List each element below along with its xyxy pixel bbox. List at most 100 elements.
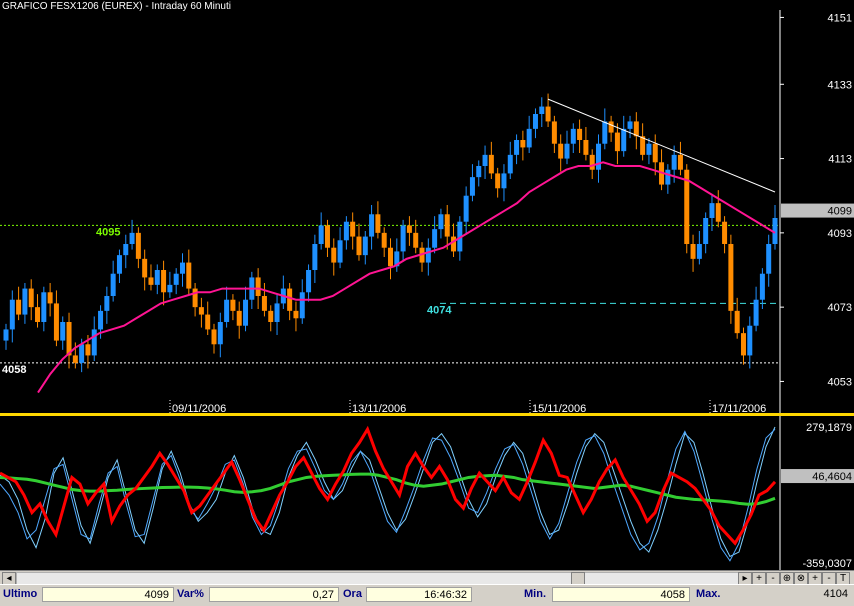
- candle-body: [217, 322, 223, 345]
- candle-body: [596, 143, 602, 170]
- candle-body: [287, 288, 293, 311]
- candle-body: [766, 244, 772, 274]
- var-label: Var%: [177, 588, 204, 600]
- candle-body: [570, 128, 576, 144]
- osc-tick-label: -359,0307: [802, 558, 852, 570]
- chart-title: GRAFICO FESX1206 (EUREX) - Intraday 60 M…: [2, 1, 231, 12]
- panel-separator: [0, 413, 854, 416]
- x-tick-label: 17/11/2006: [712, 403, 766, 415]
- candle-body: [312, 244, 318, 270]
- candle-body: [432, 229, 438, 248]
- osc-last-value-box: [781, 469, 854, 484]
- candle-body: [343, 221, 349, 241]
- candle-body: [677, 154, 683, 170]
- candle-body: [520, 140, 526, 148]
- candle-body: [532, 114, 538, 129]
- candle-body: [129, 232, 135, 244]
- price-tick-label: 4151: [828, 12, 852, 24]
- price-tick-label: 4073: [828, 302, 852, 314]
- candle-body: [684, 169, 690, 244]
- osc-series-0: [0, 425, 777, 546]
- var-value: 0,27: [209, 587, 339, 602]
- candle-body: [167, 284, 173, 293]
- x-tick-label: 13/11/2006: [352, 403, 406, 415]
- candle-body: [665, 169, 671, 185]
- candle-body: [394, 251, 400, 267]
- candle-body: [709, 203, 715, 218]
- candle-body: [734, 310, 740, 334]
- candle-body: [72, 355, 78, 363]
- candle-body: [690, 244, 696, 259]
- candle-body: [652, 143, 658, 163]
- candle-body: [230, 299, 236, 311]
- candle-body: [728, 244, 734, 311]
- candle-body: [457, 221, 463, 252]
- candle-body: [381, 232, 387, 248]
- candle-body: [161, 270, 167, 293]
- candle-body: [703, 218, 709, 244]
- osc-series-2: [0, 426, 776, 558]
- price-tick-label: 4053: [828, 376, 852, 388]
- candle-body: [747, 325, 753, 356]
- candle-body: [406, 225, 412, 233]
- chart-area[interactable]: GRAFICO FESX1206 (EUREX) - Intraday 60 M…: [0, 0, 854, 570]
- x-tick-label: 15/11/2006: [532, 403, 586, 415]
- price-tick-label: 4133: [828, 79, 852, 91]
- candle-body: [306, 270, 312, 293]
- candle-body: [451, 236, 457, 252]
- candle-body: [671, 154, 677, 170]
- candle-body: [22, 288, 28, 315]
- max-label: Max.: [696, 588, 721, 600]
- level-4095-label: 4095: [96, 226, 120, 238]
- candle-body: [640, 136, 646, 155]
- candle-body: [186, 262, 192, 289]
- ora-value: 16:46:32: [366, 587, 472, 602]
- candle-body: [60, 322, 66, 341]
- candle-body: [123, 244, 129, 256]
- last-price-box: [781, 203, 854, 218]
- candle-body: [740, 333, 746, 356]
- candle-body: [621, 128, 627, 152]
- candle-body: [41, 292, 47, 322]
- candle-body: [507, 154, 513, 174]
- candle-body: [9, 299, 15, 330]
- text-tool-button[interactable]: T: [836, 572, 850, 585]
- level-4058-label: 4058: [2, 364, 26, 376]
- candle-body: [545, 106, 551, 122]
- ora-label: Ora: [343, 588, 362, 600]
- candle-body: [375, 214, 381, 233]
- candle-body: [369, 214, 375, 237]
- candle-body: [564, 143, 570, 159]
- price-tick-label: 4093: [828, 228, 852, 240]
- candle-body: [444, 214, 450, 237]
- candle-body: [192, 288, 198, 308]
- level-4074-label: 4074: [427, 304, 452, 316]
- candle-body: [293, 310, 299, 319]
- candle-body: [715, 203, 721, 222]
- candle-body: [211, 329, 217, 345]
- last-price-label: 4099: [828, 206, 852, 218]
- max-value: 4104: [728, 587, 852, 602]
- candle-body: [274, 303, 280, 322]
- candle-body: [425, 247, 431, 263]
- candle-body: [3, 329, 9, 341]
- candle-body: [35, 307, 41, 322]
- candle-body: [400, 225, 406, 252]
- candle-body: [526, 128, 532, 148]
- ultimo-value: 4099: [42, 587, 174, 602]
- candle-body: [558, 143, 564, 159]
- chart-svg: GRAFICO FESX1206 (EUREX) - Intraday 60 M…: [0, 1, 854, 570]
- candle-body: [722, 221, 728, 244]
- candle-body: [104, 296, 110, 311]
- candle-body: [469, 177, 475, 196]
- candle-body: [148, 277, 154, 285]
- candle-body: [539, 106, 545, 114]
- candle-body: [482, 154, 488, 166]
- candle-body: [135, 232, 141, 259]
- candle-body: [759, 273, 765, 300]
- candle-body: [268, 310, 274, 322]
- x-tick-label: 09/11/2006: [172, 403, 226, 415]
- candle-body: [85, 344, 91, 356]
- candle-body: [142, 258, 148, 278]
- horizontal-scrollbar[interactable]: ◂ ▸ + - ⊕ ⊗ + - T: [0, 570, 854, 585]
